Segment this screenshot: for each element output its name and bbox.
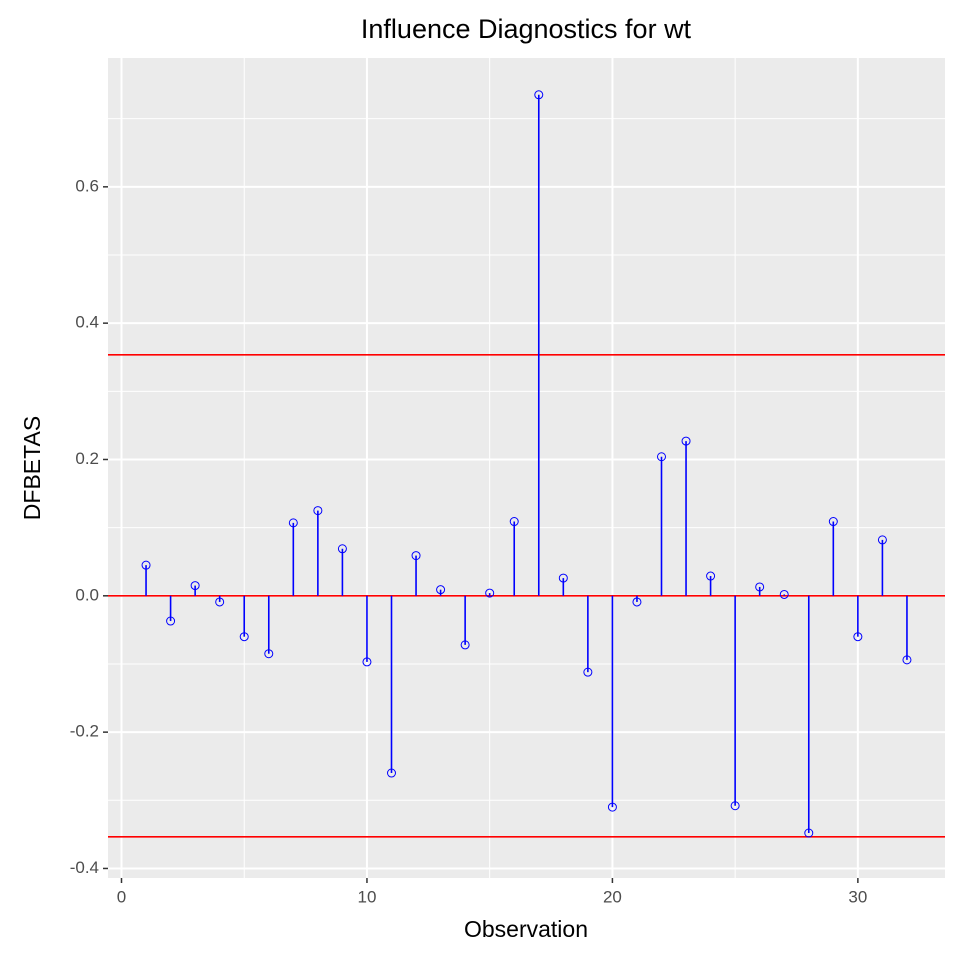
point (190, 581, 200, 591)
point (583, 667, 593, 677)
point (877, 535, 887, 545)
point (215, 597, 225, 607)
point (460, 640, 470, 650)
point (804, 828, 814, 838)
y-tick-label: -0.2 (70, 722, 99, 741)
point (485, 588, 495, 598)
x-tick-label: 30 (848, 887, 867, 906)
point (411, 551, 421, 561)
point (828, 517, 838, 527)
point (779, 589, 789, 599)
point (755, 582, 765, 592)
point (337, 544, 347, 554)
y-tick-label: 0.6 (75, 176, 99, 195)
point (657, 452, 666, 462)
x-tick-label: 10 (357, 887, 376, 906)
point (288, 518, 298, 528)
y-tick-label: 0.4 (75, 313, 99, 332)
point (730, 801, 740, 811)
point (534, 90, 544, 100)
point (853, 632, 863, 642)
point (632, 597, 642, 607)
point (436, 585, 446, 595)
point (141, 560, 151, 570)
x-tick-label: 20 (603, 887, 622, 906)
point (902, 655, 912, 665)
y-tick-label: 0.0 (75, 585, 99, 604)
point (313, 506, 323, 516)
point (362, 657, 372, 667)
point (706, 571, 716, 581)
point (166, 616, 176, 626)
panel (108, 58, 945, 878)
y-tick-label: -0.4 (70, 858, 99, 877)
point (607, 802, 617, 812)
point (681, 436, 691, 446)
point (239, 632, 249, 642)
x-axis-title: Observation (464, 916, 588, 942)
chart-title: Influence Diagnostics for wt (361, 14, 692, 44)
point (509, 517, 519, 527)
point (558, 573, 568, 583)
point (264, 649, 274, 659)
y-tick-label: 0.2 (75, 449, 99, 468)
x-tick-label: 0 (117, 887, 126, 906)
y-axis-title: DFBETAS (19, 416, 45, 520)
point (387, 768, 396, 778)
